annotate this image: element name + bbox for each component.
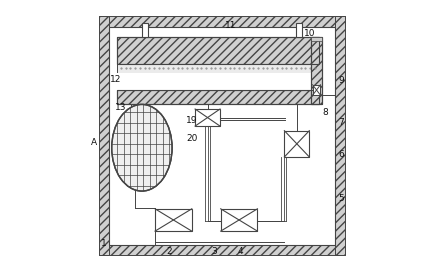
Text: 4: 4 xyxy=(238,247,243,256)
Text: 3: 3 xyxy=(211,247,217,256)
Bar xyxy=(109,27,335,245)
Bar xyxy=(221,209,258,231)
Bar xyxy=(117,90,319,105)
Ellipse shape xyxy=(112,105,172,191)
Text: A: A xyxy=(91,138,97,147)
Text: 19: 19 xyxy=(186,116,198,125)
Text: 20: 20 xyxy=(186,134,198,143)
Bar xyxy=(311,37,322,41)
Bar xyxy=(284,131,309,157)
Bar xyxy=(117,73,319,103)
Text: 2: 2 xyxy=(166,247,172,256)
Text: 13: 13 xyxy=(115,102,127,112)
Bar xyxy=(117,64,319,73)
Text: 1: 1 xyxy=(101,239,107,248)
Text: 5: 5 xyxy=(339,195,345,204)
Bar xyxy=(335,16,345,256)
Text: 10: 10 xyxy=(304,29,316,38)
Text: 6: 6 xyxy=(339,150,345,159)
Bar xyxy=(99,16,345,27)
Bar xyxy=(195,109,220,126)
Bar xyxy=(155,209,192,231)
Bar xyxy=(117,73,319,90)
Bar xyxy=(99,245,345,256)
Text: 9: 9 xyxy=(339,76,345,85)
Bar xyxy=(117,37,319,64)
Text: 12: 12 xyxy=(110,75,121,84)
Bar xyxy=(131,105,139,144)
Text: 8: 8 xyxy=(323,108,329,117)
Bar xyxy=(311,37,322,105)
Bar xyxy=(311,37,322,105)
Bar xyxy=(99,16,109,256)
Text: 11: 11 xyxy=(226,21,237,30)
Bar xyxy=(313,85,321,95)
Bar xyxy=(117,37,319,64)
Bar xyxy=(296,23,302,37)
Bar xyxy=(117,90,319,105)
Bar xyxy=(142,23,148,37)
Text: 7: 7 xyxy=(339,118,345,127)
